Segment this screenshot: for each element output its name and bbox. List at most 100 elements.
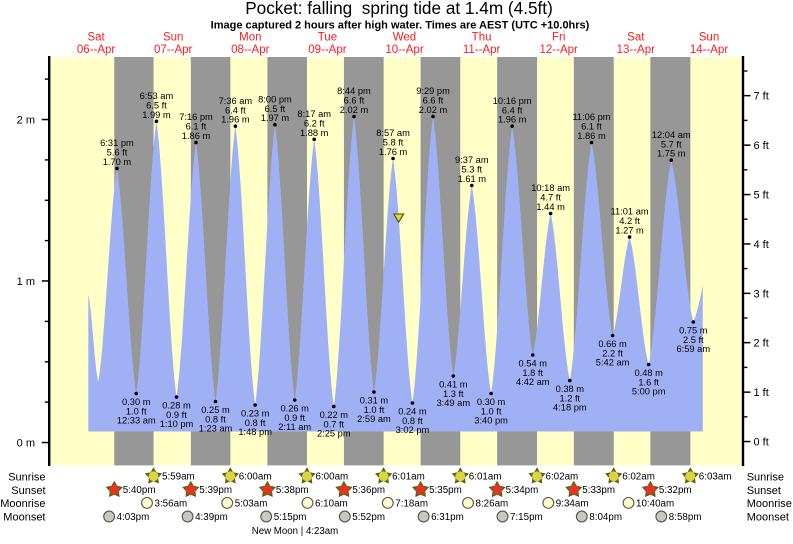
svg-text:5:52pm: 5:52pm [352,512,385,523]
svg-text:0.8 ft: 0.8 ft [402,416,423,426]
svg-text:1.76 m: 1.76 m [379,147,408,157]
svg-text:7:15pm: 7:15pm [510,512,543,523]
svg-text:4.2 ft: 4.2 ft [619,216,640,226]
svg-text:1.0 ft: 1.0 ft [126,406,147,416]
svg-text:Moonset: Moonset [747,512,789,524]
svg-text:Moonset: Moonset [3,512,45,524]
svg-text:0.7 ft: 0.7 ft [323,419,344,429]
svg-text:1.27 m: 1.27 m [615,226,644,236]
svg-text:1.96 m: 1.96 m [221,115,250,125]
svg-text:2 ft: 2 ft [754,338,769,350]
svg-text:5.6 ft: 5.6 ft [107,148,128,158]
svg-text:4:42 am: 4:42 am [516,377,550,387]
svg-text:7:16 pm: 7:16 pm [179,112,213,122]
svg-text:Sunrise: Sunrise [8,471,45,483]
svg-text:6:01am: 6:01am [392,472,425,483]
svg-text:10:40am: 10:40am [636,498,674,509]
svg-text:6:01am: 6:01am [469,472,502,483]
svg-text:1 ft: 1 ft [754,387,769,399]
svg-text:0.9 ft: 0.9 ft [166,410,187,420]
svg-text:8:57 am: 8:57 am [376,128,410,138]
svg-text:7 ft: 7 ft [754,91,769,103]
svg-text:1.86 m: 1.86 m [577,131,606,141]
svg-text:10--Apr: 10--Apr [385,44,424,56]
svg-text:12:04 am: 12:04 am [652,130,691,140]
svg-text:Moonrise: Moonrise [0,498,45,510]
svg-text:Sun: Sun [163,32,183,44]
svg-text:6.4 ft: 6.4 ft [502,105,523,115]
svg-text:0.9 ft: 0.9 ft [284,413,305,423]
svg-text:0.8 ft: 0.8 ft [205,414,226,424]
svg-text:6.2 ft: 6.2 ft [304,118,325,128]
svg-text:5:38pm: 5:38pm [276,485,309,496]
svg-text:9:37 am: 9:37 am [455,155,489,165]
svg-text:5.7 ft: 5.7 ft [661,139,682,149]
svg-text:11:01 am: 11:01 am [611,207,649,217]
svg-text:3:56am: 3:56am [155,498,188,509]
svg-text:0.48 m: 0.48 m [634,368,663,378]
svg-text:4:03pm: 4:03pm [117,512,150,523]
svg-text:07--Apr: 07--Apr [154,44,193,56]
svg-text:4:39pm: 4:39pm [195,512,228,523]
svg-text:Wed: Wed [393,32,416,44]
svg-text:5:40pm: 5:40pm [123,485,156,496]
svg-text:7:36 am: 7:36 am [219,96,253,106]
svg-text:6.4 ft: 6.4 ft [225,105,246,115]
svg-text:2 m: 2 m [17,115,35,127]
svg-text:1.97 m: 1.97 m [261,113,290,123]
svg-text:0.30 m: 0.30 m [122,397,151,407]
svg-text:0.54 m: 0.54 m [519,359,548,369]
svg-text:12--Apr: 12--Apr [540,44,579,56]
svg-text:1:10 pm: 1:10 pm [160,419,194,429]
svg-text:Image captured 2 hours after h: Image captured 2 hours after high water.… [211,19,590,31]
svg-text:4:18 pm: 4:18 pm [553,403,587,413]
svg-text:6:00am: 6:00am [316,472,349,483]
svg-text:0.8 ft: 0.8 ft [245,418,266,428]
svg-text:5.8 ft: 5.8 ft [383,138,404,148]
svg-text:8:26am: 8:26am [476,498,509,509]
svg-text:Sunset: Sunset [747,485,781,497]
svg-text:4.7 ft: 4.7 ft [540,193,561,203]
svg-text:0.31 m: 0.31 m [360,396,389,406]
svg-text:1.2 ft: 1.2 ft [559,393,580,403]
svg-text:8:44 pm: 8:44 pm [337,86,371,96]
svg-text:5:00 pm: 5:00 pm [632,387,666,397]
svg-text:9:34am: 9:34am [556,498,589,509]
svg-text:1.3 ft: 1.3 ft [443,389,464,399]
svg-text:1 m: 1 m [17,276,35,288]
svg-text:6:02am: 6:02am [622,472,655,483]
svg-text:Pocket: falling spring tide a: Pocket: falling spring tide at 1.4m (4.5… [245,0,553,18]
svg-text:5:15pm: 5:15pm [274,512,307,523]
svg-text:5:34pm: 5:34pm [506,485,539,496]
svg-text:3:02 pm: 3:02 pm [396,425,430,435]
svg-text:6:00am: 6:00am [239,472,272,483]
svg-text:2:59 am: 2:59 am [357,414,391,424]
svg-text:3:49 am: 3:49 am [437,398,471,408]
svg-text:2.5 ft: 2.5 ft [683,335,704,345]
svg-text:12:33 am: 12:33 am [117,416,156,426]
svg-text:1.0 ft: 1.0 ft [364,405,385,415]
svg-text:1.6 ft: 1.6 ft [638,377,659,387]
svg-text:1:23 am: 1:23 am [199,424,233,434]
svg-text:11:06 pm: 11:06 pm [572,112,610,122]
svg-text:6:59 am: 6:59 am [677,344,711,354]
svg-text:1.75 m: 1.75 m [657,149,686,159]
svg-text:5.3 ft: 5.3 ft [461,165,482,175]
svg-text:8:04pm: 8:04pm [589,512,622,523]
svg-text:1.88 m: 1.88 m [300,128,329,138]
svg-text:1.61 m: 1.61 m [458,174,487,184]
svg-text:5:33pm: 5:33pm [582,485,615,496]
svg-text:Mon: Mon [239,32,261,44]
svg-text:Moonrise: Moonrise [747,498,792,510]
svg-text:11--Apr: 11--Apr [463,44,501,56]
svg-text:6:53 am: 6:53 am [140,91,174,101]
svg-text:5:42 am: 5:42 am [596,358,630,368]
svg-text:1.96 m: 1.96 m [498,115,527,125]
svg-text:3 ft: 3 ft [754,288,769,300]
svg-text:6:31 pm: 6:31 pm [100,138,134,148]
svg-text:6.5 ft: 6.5 ft [265,104,286,114]
svg-text:5 ft: 5 ft [754,190,769,202]
svg-text:6.6 ft: 6.6 ft [344,96,365,106]
svg-text:6 ft: 6 ft [754,140,769,152]
svg-text:5:36pm: 5:36pm [352,485,385,496]
